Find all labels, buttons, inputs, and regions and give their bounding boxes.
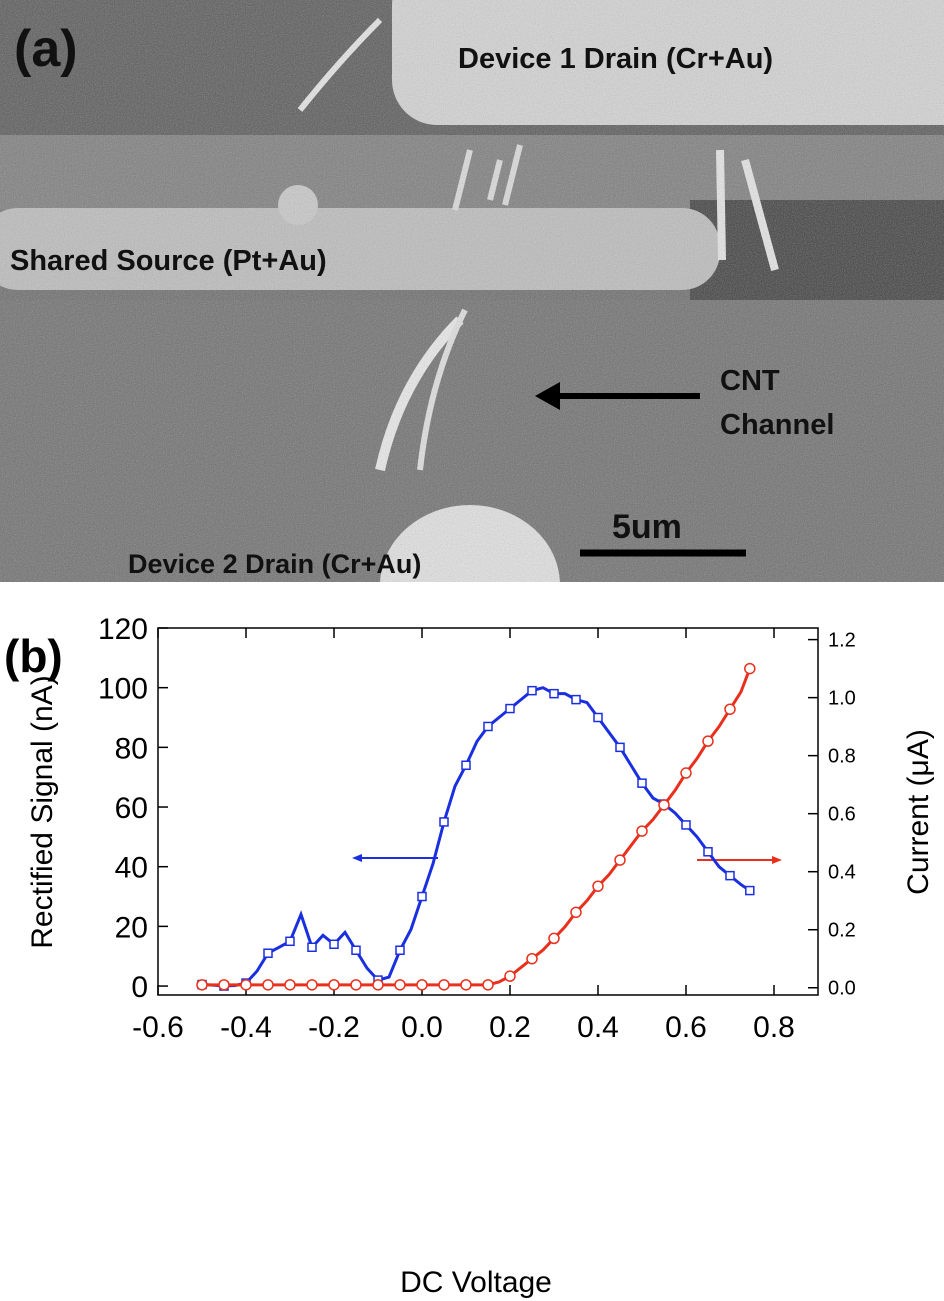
y-tick-label: 60 (115, 792, 148, 825)
axis-arrow-head (352, 854, 362, 862)
marker (702, 735, 714, 747)
y-tick-label: 0 (131, 971, 148, 1004)
marker (637, 778, 647, 788)
x-tick-label: 0.4 (577, 1011, 619, 1044)
scale-label: 5um (612, 508, 682, 546)
marker (636, 825, 648, 837)
y2-tick-label: 0.0 (828, 978, 856, 1000)
y2-tick-label: 1.0 (828, 688, 856, 710)
x-tick-label: -0.4 (220, 1011, 272, 1044)
y2-tick-label: 0.8 (828, 746, 856, 768)
marker (744, 662, 756, 675)
electrode-label: Shared Source (Pt+Au) (10, 245, 327, 277)
marker (262, 979, 274, 991)
marker (681, 820, 691, 830)
marker (263, 948, 273, 958)
marker (285, 936, 295, 947)
y-tick-label: 80 (115, 732, 148, 765)
panel-label: (a) (14, 20, 78, 78)
y2-tick-label: 0.4 (828, 862, 856, 884)
marker (482, 979, 494, 991)
plot-frame (157, 627, 819, 996)
marker (504, 970, 516, 982)
marker (196, 979, 208, 991)
sem-image: (a) Device 1 Drain (Cr+Au) Shared Source… (0, 0, 944, 582)
marker (394, 979, 406, 991)
chart: (b) DC Voltage Rectified Signal (nA) Cur… (4, 613, 935, 1299)
marker (703, 847, 713, 857)
arrow-head (535, 382, 560, 410)
series-line (201, 686, 751, 988)
y2-tick-label: 1.2 (828, 630, 856, 652)
electrode-label: Device 1 Drain (Cr+Au) (458, 43, 773, 75)
x-tick-label: 0.0 (401, 1011, 443, 1044)
marker (395, 945, 405, 955)
marker (614, 854, 626, 866)
y2-tick-label: 0.2 (828, 920, 856, 942)
series-line (202, 668, 752, 987)
marker (658, 799, 670, 811)
marker (218, 979, 230, 991)
marker (592, 880, 604, 892)
channel-label: Channel (720, 409, 834, 441)
y-axis-title: Rectified Signal (nA) (26, 675, 59, 948)
marker (328, 979, 340, 991)
marker (240, 979, 252, 991)
marker (417, 891, 427, 902)
marker (416, 979, 428, 991)
marker (372, 979, 384, 991)
marker (526, 952, 538, 965)
marker (438, 979, 450, 991)
marker (351, 945, 361, 955)
marker (439, 817, 449, 827)
y-tick-label: 100 (98, 673, 148, 706)
marker (460, 979, 472, 991)
marker (306, 979, 318, 991)
y-tick-label: 20 (115, 911, 148, 944)
x-tick-label: 0.8 (753, 1011, 795, 1044)
x-tick-label: 0.6 (665, 1011, 707, 1044)
marker (724, 703, 736, 715)
y-tick-label: 40 (115, 852, 148, 885)
y2-tick-label: 0.6 (828, 804, 856, 826)
marker (505, 703, 515, 714)
marker (329, 939, 339, 950)
marker (350, 979, 362, 991)
electrode-label: Device 2 Drain (Cr+Au) (128, 549, 421, 579)
x-tick-label: -0.6 (132, 1011, 184, 1044)
marker (615, 742, 625, 753)
y2-axis-title: Current (μA) (902, 729, 935, 895)
x-axis-title: DC Voltage (400, 1266, 552, 1299)
marker (680, 767, 692, 779)
axis-arrow-head (772, 856, 782, 864)
panel-label: (b) (4, 630, 63, 682)
marker (483, 721, 493, 732)
marker (284, 979, 296, 991)
marker (745, 885, 755, 896)
x-tick-label: -0.2 (308, 1011, 360, 1044)
marker (593, 712, 603, 723)
marker (571, 694, 581, 705)
marker (527, 685, 537, 696)
x-tick-label: 0.2 (489, 1011, 531, 1044)
marker (307, 942, 317, 953)
marker (570, 906, 582, 919)
y-tick-label: 120 (98, 613, 148, 646)
channel-label: CNT (720, 365, 780, 397)
marker (548, 932, 560, 945)
marker (549, 688, 559, 699)
marker (725, 870, 735, 881)
marker (461, 760, 471, 771)
